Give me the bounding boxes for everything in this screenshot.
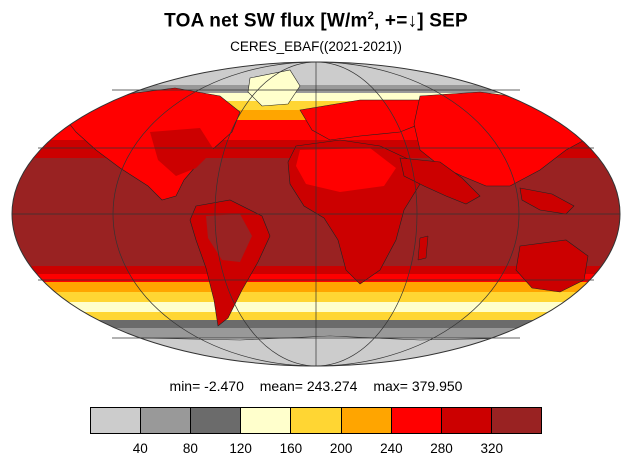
graticule: [11, 61, 621, 367]
colorbar-swatch: [241, 408, 292, 433]
colorbar-swatch: [341, 408, 392, 433]
colorbar-tick-label: 320: [480, 441, 504, 456]
colorbar-tick-label: 80: [182, 441, 198, 456]
colorbar-swatch: [291, 408, 342, 433]
south-america-inner: [206, 214, 252, 262]
colorbar-tick-label: 280: [430, 441, 453, 456]
stat-mean: mean= 243.274: [259, 378, 358, 394]
globe-outline: [11, 61, 621, 367]
map-title: TOA net SW flux [W/m2, +=↓] SEP: [164, 10, 468, 32]
colorbar: [90, 407, 542, 434]
colorbar-tick-labels: 40 80 120 160 200 240 280 320: [0, 441, 632, 457]
madagascar: [417, 235, 429, 261]
north-america: [59, 87, 241, 201]
colorbar-swatch: [391, 408, 442, 433]
colorbar-tick-label: 240: [380, 441, 403, 456]
colorbar-tick-label: 160: [279, 441, 303, 456]
colorbar-swatch: [191, 408, 242, 433]
colorbar-tick-label: 120: [229, 441, 252, 456]
statistics: min= -2.470 mean= 243.274 max= 379.950: [0, 378, 632, 394]
colorbar-tick-label: 200: [329, 441, 353, 456]
colorbar-swatch: [141, 408, 192, 433]
colorbar-swatch: [491, 408, 541, 433]
stat-min: min= -2.470: [169, 378, 244, 394]
arabia-india: [399, 157, 481, 205]
colorbar-tick-label: 40: [132, 441, 148, 456]
greenland: [247, 69, 301, 107]
north-america-east: [150, 128, 214, 176]
stat-max: max= 379.950: [373, 378, 463, 394]
colorbar-swatch: [91, 408, 142, 433]
colorbar-swatch: [441, 408, 492, 433]
sahara: [296, 148, 396, 192]
europe: [299, 99, 431, 141]
map-subtitle: CERES_EBAF((2021-2021)): [230, 39, 402, 54]
australia: [515, 239, 589, 293]
